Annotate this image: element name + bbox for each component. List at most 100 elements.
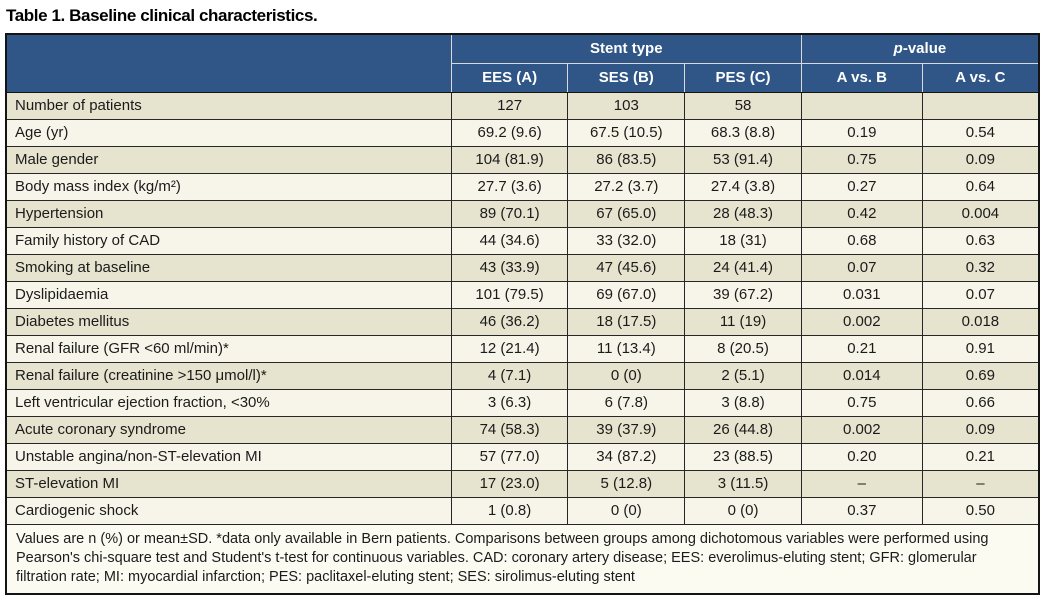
table-row: ST-elevation MI 17 (23.0) 5 (12.8) 3 (11…	[5, 470, 1040, 498]
footnote: Values are n (%) or mean±SD. *data only …	[5, 524, 1040, 595]
cell-ees: 104 (81.9)	[450, 146, 569, 174]
cell-pes: 39 (67.2)	[684, 281, 802, 309]
table-footer: Values are n (%) or mean±SD. *data only …	[5, 524, 1040, 595]
cell-ses: 67.5 (10.5)	[567, 119, 686, 147]
cell-p-a-vs-b: –	[800, 470, 923, 498]
table-body: Number of patients 127 103 58 Age (yr) 6…	[5, 92, 1040, 525]
cell-pes: 2 (5.1)	[684, 362, 802, 390]
table-row: Smoking at baseline 43 (33.9) 47 (45.6) …	[5, 254, 1040, 282]
cell-pes: 0 (0)	[684, 497, 802, 525]
row-label: Left ventricular ejection fraction, <30%	[5, 389, 452, 417]
cell-p-a-vs-b: 0.27	[800, 173, 923, 201]
cell-p-a-vs-c: 0.32	[921, 254, 1040, 282]
table-row: Age (yr) 69.2 (9.6) 67.5 (10.5) 68.3 (8.…	[5, 119, 1040, 147]
row-label: Number of patients	[5, 92, 452, 120]
cell-p-a-vs-c: 0.66	[921, 389, 1040, 417]
cell-p-a-vs-b: 0.75	[800, 146, 923, 174]
cell-p-a-vs-c	[921, 92, 1040, 120]
table-row: Left ventricular ejection fraction, <30%…	[5, 389, 1040, 417]
cell-pes: 3 (8.8)	[684, 389, 802, 417]
cell-pes: 68.3 (8.8)	[684, 119, 802, 147]
cell-ees: 12 (21.4)	[450, 335, 569, 363]
p-value-rest: -value	[902, 40, 947, 57]
cell-p-a-vs-b	[800, 92, 923, 120]
cell-pes: 28 (48.3)	[684, 200, 802, 228]
cell-p-a-vs-b: 0.07	[800, 254, 923, 282]
baseline-characteristics-table: Stent type p-value EES (A) SES (B) PES (…	[5, 33, 1040, 595]
table-row: Body mass index (kg/m²) 27.7 (3.6) 27.2 …	[5, 173, 1040, 201]
cell-ees: 74 (58.3)	[450, 416, 569, 444]
cell-p-a-vs-c: 0.69	[921, 362, 1040, 390]
cell-ees: 27.7 (3.6)	[450, 173, 569, 201]
row-label: Renal failure (GFR <60 ml/min)*	[5, 335, 452, 363]
row-label: Cardiogenic shock	[5, 497, 452, 525]
cell-p-a-vs-c: 0.07	[921, 281, 1040, 309]
row-label: Dyslipidaemia	[5, 281, 452, 309]
row-label: ST-elevation MI	[5, 470, 452, 498]
cell-p-a-vs-b: 0.68	[800, 227, 923, 255]
cell-ses: 39 (37.9)	[567, 416, 686, 444]
cell-p-a-vs-b: 0.75	[800, 389, 923, 417]
row-label: Acute coronary syndrome	[5, 416, 452, 444]
p-value-group-header: p-value	[800, 33, 1040, 64]
cell-p-a-vs-c: –	[921, 470, 1040, 498]
cell-ees: 46 (36.2)	[450, 308, 569, 336]
row-label: Male gender	[5, 146, 452, 174]
cell-p-a-vs-c: 0.09	[921, 416, 1040, 444]
cell-pes: 26 (44.8)	[684, 416, 802, 444]
cell-ses: 6 (7.8)	[567, 389, 686, 417]
cell-pes: 3 (11.5)	[684, 470, 802, 498]
cell-p-a-vs-c: 0.63	[921, 227, 1040, 255]
cell-p-a-vs-b: 0.002	[800, 416, 923, 444]
row-label: Renal failure (creatinine >150 μmol/l)*	[5, 362, 452, 390]
cell-pes: 24 (41.4)	[684, 254, 802, 282]
cell-ses: 34 (87.2)	[567, 443, 686, 471]
col-header-a-vs-c: A vs. C	[921, 63, 1040, 93]
cell-p-a-vs-b: 0.20	[800, 443, 923, 471]
column-header-row: EES (A) SES (B) PES (C) A vs. B A vs. C	[6, 63, 1040, 93]
cell-ees: 57 (77.0)	[450, 443, 569, 471]
cell-p-a-vs-b: 0.42	[800, 200, 923, 228]
row-label: Body mass index (kg/m²)	[5, 173, 452, 201]
cell-ses: 67 (65.0)	[567, 200, 686, 228]
cell-ees: 89 (70.1)	[450, 200, 569, 228]
cell-pes: 18 (31)	[684, 227, 802, 255]
row-label: Family history of CAD	[5, 227, 452, 255]
cell-ees: 17 (23.0)	[450, 470, 569, 498]
cell-pes: 23 (88.5)	[684, 443, 802, 471]
table-row: Hypertension 89 (70.1) 67 (65.0) 28 (48.…	[5, 200, 1040, 228]
cell-ses: 86 (83.5)	[567, 146, 686, 174]
cell-p-a-vs-c: 0.09	[921, 146, 1040, 174]
cell-ses: 0 (0)	[567, 362, 686, 390]
table-row: Male gender 104 (81.9) 86 (83.5) 53 (91.…	[5, 146, 1040, 174]
cell-ees: 1 (0.8)	[450, 497, 569, 525]
row-label: Age (yr)	[5, 119, 452, 147]
cell-ses: 27.2 (3.7)	[567, 173, 686, 201]
cell-ees: 101 (79.5)	[450, 281, 569, 309]
cell-p-a-vs-b: 0.19	[800, 119, 923, 147]
cell-ses: 18 (17.5)	[567, 308, 686, 336]
cell-ses: 11 (13.4)	[567, 335, 686, 363]
cell-p-a-vs-c: 0.004	[921, 200, 1040, 228]
cell-p-a-vs-b: 0.031	[800, 281, 923, 309]
table-row: Diabetes mellitus 46 (36.2) 18 (17.5) 11…	[5, 308, 1040, 336]
cell-p-a-vs-c: 0.50	[921, 497, 1040, 525]
cell-pes: 27.4 (3.8)	[684, 173, 802, 201]
table-row: Acute coronary syndrome 74 (58.3) 39 (37…	[5, 416, 1040, 444]
cell-ees: 4 (7.1)	[450, 362, 569, 390]
cell-ses: 69 (67.0)	[567, 281, 686, 309]
cell-ees: 69.2 (9.6)	[450, 119, 569, 147]
cell-p-a-vs-b: 0.21	[800, 335, 923, 363]
table-row: Dyslipidaemia 101 (79.5) 69 (67.0) 39 (6…	[5, 281, 1040, 309]
corner-cell	[5, 33, 452, 93]
table-header: Stent type p-value EES (A) SES (B) PES (…	[5, 33, 1040, 93]
cell-ees: 3 (6.3)	[450, 389, 569, 417]
table-title: Table 1. Baseline clinical characteristi…	[6, 6, 318, 25]
row-label: Hypertension	[5, 200, 452, 228]
table-row: Family history of CAD 44 (34.6) 33 (32.0…	[5, 227, 1040, 255]
group-header-row: Stent type p-value	[5, 33, 1040, 93]
table-row: Renal failure (GFR <60 ml/min)* 12 (21.4…	[5, 335, 1040, 363]
cell-ses: 0 (0)	[567, 497, 686, 525]
cell-ees: 127	[450, 92, 569, 120]
